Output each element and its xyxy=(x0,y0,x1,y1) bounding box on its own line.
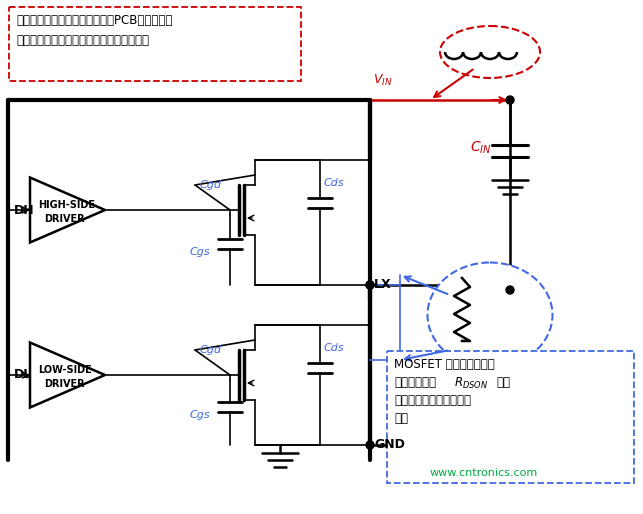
Text: DH: DH xyxy=(14,204,35,216)
Text: 成于小阻值（: 成于小阻值（ xyxy=(394,376,436,389)
Text: DRIVER: DRIVER xyxy=(44,214,85,224)
Text: 容。: 容。 xyxy=(394,412,408,425)
Text: $R_{DSON}$: $R_{DSON}$ xyxy=(454,376,488,391)
Circle shape xyxy=(366,441,374,449)
Text: DL: DL xyxy=(14,369,32,381)
Ellipse shape xyxy=(428,263,552,368)
Text: 电源引脚到内部硅片的邦定线相当于电感。: 电源引脚到内部硅片的邦定线相当于电感。 xyxy=(16,34,149,47)
Text: Cgs: Cgs xyxy=(190,410,211,420)
FancyBboxPatch shape xyxy=(387,351,634,483)
Text: DRIVER: DRIVER xyxy=(44,379,85,389)
Text: Cds: Cds xyxy=(324,178,345,188)
Text: Cgd: Cgd xyxy=(200,345,222,355)
Text: $C_{IN}$: $C_{IN}$ xyxy=(470,140,492,156)
Text: HIGH-SIDE: HIGH-SIDE xyxy=(38,200,95,210)
Text: MOSFET 在导通时，等效: MOSFET 在导通时，等效 xyxy=(394,358,494,371)
Text: www.cntronics.com: www.cntronics.com xyxy=(430,468,538,478)
Circle shape xyxy=(506,96,514,104)
Text: Cgd: Cgd xyxy=(200,180,222,190)
Text: 退耦电容到芯片电源引脚之间的PCB走线，以及: 退耦电容到芯片电源引脚之间的PCB走线，以及 xyxy=(16,14,172,27)
Text: ）电: ）电 xyxy=(496,376,510,389)
Circle shape xyxy=(366,281,374,289)
Text: LOW-SIDE: LOW-SIDE xyxy=(38,365,92,375)
Text: LX: LX xyxy=(374,279,392,291)
Circle shape xyxy=(506,286,514,294)
Text: 阻，在截止时，等效成电: 阻，在截止时，等效成电 xyxy=(394,394,471,407)
Text: $V_{IN}$: $V_{IN}$ xyxy=(373,73,392,88)
Text: Cgs: Cgs xyxy=(190,247,211,257)
Ellipse shape xyxy=(440,26,540,78)
Text: Cds: Cds xyxy=(324,343,345,353)
Circle shape xyxy=(366,281,374,289)
Text: GND: GND xyxy=(374,438,405,451)
FancyBboxPatch shape xyxy=(9,7,301,81)
